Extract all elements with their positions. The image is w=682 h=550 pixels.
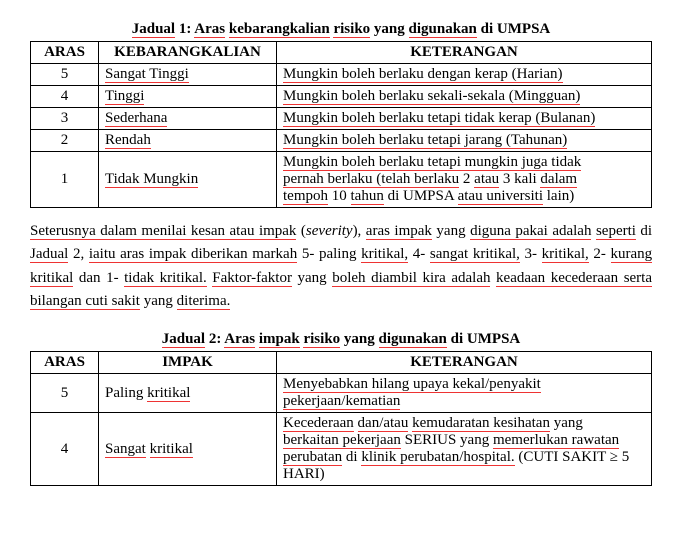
- th-aras: ARAS: [31, 42, 99, 64]
- th-kebarangkalian: KEBARANGKALIAN: [99, 42, 277, 64]
- table1-header-row: ARAS KEBARANGKALIAN KETERANGAN: [31, 42, 652, 64]
- body-paragraph: Seterusnya dalam menilai kesan atau impa…: [30, 220, 652, 313]
- table-row: 1 Tidak Mungkin Mungkin boleh berlaku te…: [31, 152, 652, 208]
- table-row: 5 Paling kritikal Menyebabkan hilang upa…: [31, 374, 652, 413]
- table-row: 2 Rendah Mungkin boleh berlaku tetapi ja…: [31, 130, 652, 152]
- table2: ARAS IMPAK KETERANGAN 5 Paling kritikal …: [30, 351, 652, 486]
- table-row: 4 Tinggi Mungkin boleh berlaku sekali-se…: [31, 86, 652, 108]
- th-keterangan: KETERANGAN: [277, 352, 652, 374]
- table-row: 5 Sangat Tinggi Mungkin boleh berlaku de…: [31, 64, 652, 86]
- th-keterangan: KETERANGAN: [277, 42, 652, 64]
- table-row: 4 Sangat kritikal Kecederaan dan/atau ke…: [31, 413, 652, 486]
- table1-caption: Jadual 1: Aras kebarangkalian risiko yan…: [30, 21, 652, 38]
- th-impak: IMPAK: [99, 352, 277, 374]
- table2-caption: Jadual 2: Aras impak risiko yang digunak…: [30, 331, 652, 348]
- table-row: 3 Sederhana Mungkin boleh berlaku tetapi…: [31, 108, 652, 130]
- table2-header-row: ARAS IMPAK KETERANGAN: [31, 352, 652, 374]
- table1: ARAS KEBARANGKALIAN KETERANGAN 5 Sangat …: [30, 41, 652, 208]
- th-aras: ARAS: [31, 352, 99, 374]
- caption-word: Jadual: [132, 21, 175, 38]
